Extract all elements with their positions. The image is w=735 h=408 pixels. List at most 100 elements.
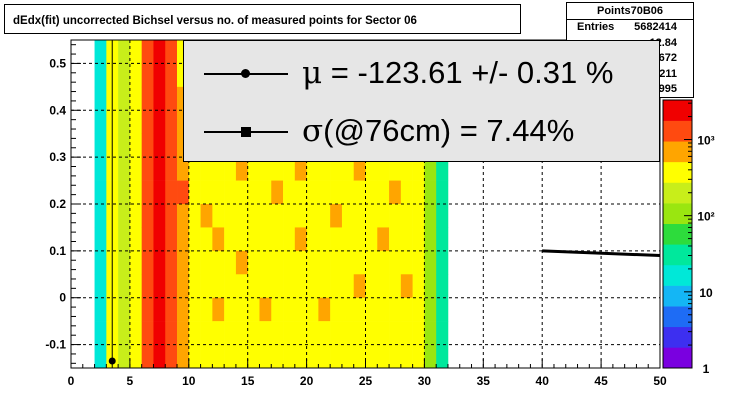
heatmap-cell xyxy=(235,250,248,275)
heatmap-cell xyxy=(141,274,154,299)
square-marker-icon xyxy=(241,127,251,137)
y-tick-label: -0.1 xyxy=(45,338,66,352)
heatmap-cell xyxy=(153,250,166,275)
y-tick-label: 0.2 xyxy=(49,197,66,211)
fit-line xyxy=(542,249,661,258)
mu-value-text: = -123.61 +/- 0.31 % xyxy=(322,55,614,90)
y-tick-label: 0.3 xyxy=(49,150,66,164)
heatmap-cell xyxy=(365,180,378,205)
heatmap-cell xyxy=(318,344,331,369)
heatmap-cell xyxy=(377,157,390,181)
heatmap-cell xyxy=(341,274,355,299)
heatmap-cell xyxy=(306,274,319,299)
heatmap-cell xyxy=(129,86,142,111)
heatmap-cell xyxy=(330,180,343,205)
x-tick-label: 40 xyxy=(536,374,550,388)
heatmap-cell xyxy=(141,297,154,322)
heatmap-cell xyxy=(318,157,331,181)
heatmap-cell xyxy=(224,180,237,205)
heatmap-cell xyxy=(153,344,166,369)
color-scale-band xyxy=(663,120,692,142)
heatmap-cell xyxy=(353,321,366,345)
mu-symbol: μ xyxy=(302,55,323,91)
heatmap-cell xyxy=(330,344,343,369)
heatmap-cell xyxy=(94,250,107,275)
heatmap-cell xyxy=(436,250,449,275)
legend-label-mu: μ = -123.61 +/- 0.31 % xyxy=(302,55,613,91)
heatmap-cell xyxy=(306,180,319,205)
heatmap-cell xyxy=(129,204,142,228)
heatmap-cell xyxy=(400,344,413,369)
x-tick-label: 0 xyxy=(68,374,75,388)
heatmap-cell xyxy=(271,297,284,322)
heatmap-cell xyxy=(271,344,284,369)
heatmap-cell xyxy=(94,133,107,158)
color-scale-border xyxy=(662,99,693,369)
heatmap-cell xyxy=(424,344,437,369)
heatmap-cell xyxy=(283,180,296,205)
heatmap-cell xyxy=(365,344,378,369)
chart-title: dEdx(fit) uncorrected Bichsel versus no.… xyxy=(13,15,417,27)
heatmap-cell xyxy=(377,180,390,205)
heatmap-cell xyxy=(94,110,107,135)
color-scale-band xyxy=(663,203,692,224)
heatmap-cell xyxy=(294,321,307,345)
heatmap-cell xyxy=(389,321,402,345)
heatmap-cell xyxy=(94,344,107,369)
heatmap-cell xyxy=(424,157,437,181)
heatmap-cell xyxy=(353,297,366,322)
heatmap-cell xyxy=(153,297,166,322)
heatmap-cell xyxy=(212,321,225,345)
heatmap-cell xyxy=(330,321,343,345)
heatmap-cell xyxy=(165,180,178,205)
heatmap-cell xyxy=(188,344,201,369)
heatmap-cell xyxy=(141,157,154,181)
heatmap-cell xyxy=(271,274,284,299)
x-tick-label: 15 xyxy=(241,374,255,388)
heatmap-cell xyxy=(94,297,107,322)
heatmap-cell xyxy=(259,227,272,252)
heatmap-cell xyxy=(212,204,225,228)
heatmap-cell xyxy=(200,204,213,228)
heatmap-cell xyxy=(341,180,355,205)
heatmap-cell xyxy=(141,63,154,88)
heatmap-cell xyxy=(389,274,402,299)
heatmap-cell xyxy=(247,157,260,181)
heatmap-cell xyxy=(283,297,296,322)
heatmap-cell xyxy=(235,157,248,181)
heatmap-cell xyxy=(365,321,378,345)
heatmap-cell xyxy=(177,180,190,205)
color-scale-band xyxy=(663,326,692,348)
heatmap-cell xyxy=(129,274,142,299)
heatmap-cell xyxy=(165,297,178,322)
heatmap-cell xyxy=(424,204,437,228)
heatmap-cell xyxy=(341,297,355,322)
heatmap-cell xyxy=(318,321,331,345)
heatmap-cell xyxy=(165,110,178,135)
heatmap-cell xyxy=(377,204,390,228)
y-tick-label: 0 xyxy=(59,291,66,305)
heatmap-cell xyxy=(235,297,248,322)
heatmap-cell xyxy=(365,227,378,252)
heatmap-cell xyxy=(224,344,237,369)
heatmap-cell xyxy=(294,180,307,205)
heatmap-cell xyxy=(235,227,248,252)
heatmap-cell xyxy=(129,63,142,88)
heatmap-cell xyxy=(377,344,390,369)
color-scale-band xyxy=(663,285,692,307)
heatmap-cell xyxy=(341,157,355,181)
heatmap-cell xyxy=(365,250,378,275)
heatmap-cell xyxy=(353,157,366,181)
heatmap-cell xyxy=(165,250,178,275)
title-box: dEdx(fit) uncorrected Bichsel versus no.… xyxy=(4,4,521,34)
heatmap-cell xyxy=(412,180,425,205)
heatmap-cell xyxy=(177,204,190,228)
heatmap-cell xyxy=(94,204,107,228)
heatmap-cell xyxy=(188,321,201,345)
heatmap-cell xyxy=(141,321,154,345)
heatmap-cell xyxy=(306,227,319,252)
heatmap-cell xyxy=(94,86,107,111)
heatmap-cell xyxy=(259,250,272,275)
heatmap-cell xyxy=(118,40,131,64)
heatmap-cell xyxy=(129,297,142,322)
